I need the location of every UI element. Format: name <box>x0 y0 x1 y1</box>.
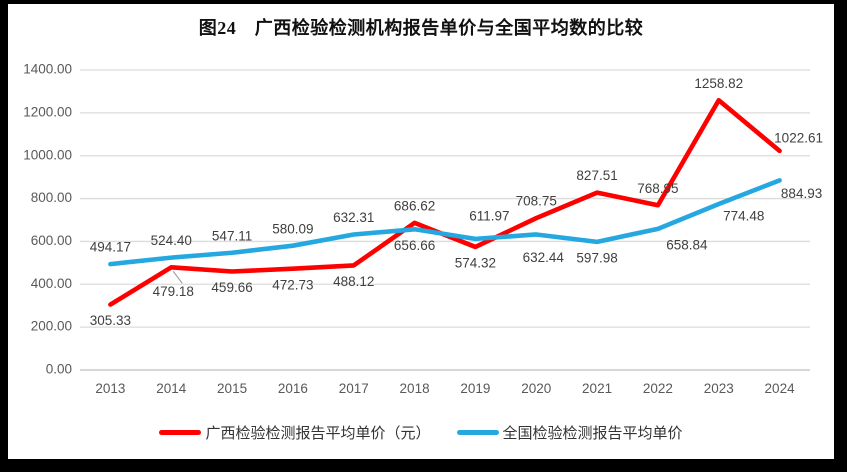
legend-item-guangxi: 广西检验检测报告平均单价（元） <box>159 422 431 443</box>
data-label: 479.18 <box>153 284 194 299</box>
data-label-leader-line <box>172 270 183 284</box>
x-tick-label: 2023 <box>704 381 734 396</box>
legend-line-swatch-blue <box>456 430 499 435</box>
legend-item-national: 全国检验检测报告平均单价 <box>456 422 683 443</box>
legend-line-swatch-red <box>159 430 202 435</box>
data-label: 774.48 <box>723 209 764 224</box>
data-label: 305.33 <box>90 313 131 328</box>
x-tick-label: 2019 <box>460 381 490 396</box>
data-label: 686.62 <box>394 198 435 213</box>
data-label: 494.17 <box>90 240 131 255</box>
data-label: 827.51 <box>576 168 617 183</box>
y-tick-label: 1000.00 <box>23 147 72 162</box>
y-tick-label: 0.00 <box>46 362 72 377</box>
data-label: 632.44 <box>523 250 565 265</box>
data-label: 580.09 <box>272 221 313 236</box>
legend-label-national: 全国检验检测报告平均单价 <box>502 426 683 442</box>
data-label: 656.66 <box>394 238 435 253</box>
chart-area: 图24 广西检验检测机构报告单价与全国平均数的比较 0.00 200.00 400.… <box>8 4 834 459</box>
x-tick-label: 2018 <box>400 381 430 396</box>
x-tick-label: 2017 <box>339 381 369 396</box>
data-label: 658.84 <box>666 237 708 252</box>
data-label: 488.12 <box>333 274 374 289</box>
y-tick-label: 1400.00 <box>23 62 72 77</box>
data-label: 1022.61 <box>774 130 823 145</box>
series-line-national <box>108 178 782 267</box>
chart-legend: 广西检验检测报告平均单价（元） 全国检验检测报告平均单价 <box>8 422 834 443</box>
data-label: 597.98 <box>576 250 617 265</box>
data-label: 574.32 <box>455 255 496 270</box>
y-tick-label: 600.00 <box>31 233 72 248</box>
legend-label-guangxi: 广西检验检测报告平均单价（元） <box>205 426 431 442</box>
data-label: 768.95 <box>637 181 678 196</box>
chart-title: 图24 广西检验检测机构报告单价与全国平均数的比较 <box>198 18 644 38</box>
data-label: 459.66 <box>211 280 252 295</box>
data-label: 524.40 <box>151 233 192 248</box>
x-tick-label: 2021 <box>582 381 612 396</box>
x-tick-label: 2015 <box>217 381 247 396</box>
x-tick-label: 2014 <box>156 381 187 396</box>
y-tick-label: 200.00 <box>31 319 72 334</box>
data-label: 472.73 <box>272 277 313 292</box>
x-tick-label: 2024 <box>765 381 796 396</box>
data-label: 611.97 <box>469 208 509 223</box>
x-tick-label: 2016 <box>278 381 308 396</box>
series-line-guangxi <box>108 97 782 307</box>
y-tick-label: 1200.00 <box>23 104 72 119</box>
data-label: 884.93 <box>781 186 822 201</box>
line-chart-plot: 0.00 200.00 400.00 600.00 800.00 1000.00 1200.… <box>23 62 823 396</box>
x-tick-label: 2020 <box>521 381 551 396</box>
data-label: 1258.82 <box>694 76 743 91</box>
x-tick-label: 2022 <box>643 381 673 396</box>
data-label: 708.75 <box>516 194 557 209</box>
data-label: 547.11 <box>212 228 252 243</box>
y-tick-label: 400.00 <box>31 276 72 291</box>
y-tick-label: 800.00 <box>31 190 72 205</box>
data-label: 632.31 <box>333 210 374 225</box>
x-tick-label: 2013 <box>95 381 125 396</box>
